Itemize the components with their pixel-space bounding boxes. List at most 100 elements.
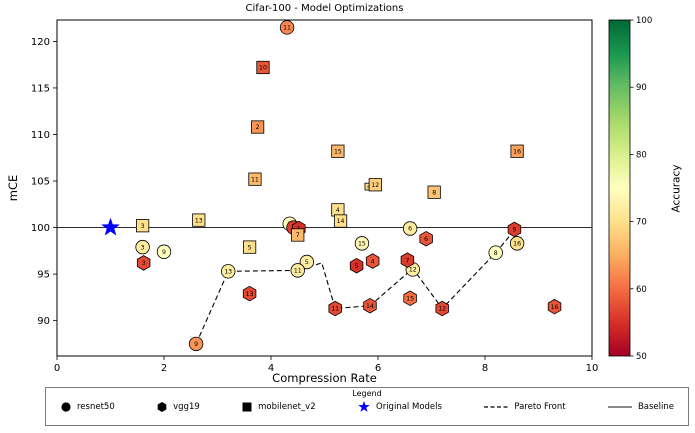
legend-item-baseline: Baseline xyxy=(607,402,674,412)
point-vgg19-9 xyxy=(507,221,522,238)
legend-label-vgg19: vgg19 xyxy=(173,402,200,412)
y-tick-label: 115 xyxy=(31,83,50,94)
colorbar-tick-label: 60 xyxy=(636,285,647,295)
point-label: 5 xyxy=(248,244,252,251)
point-mobilenet_v2-11 xyxy=(248,172,262,186)
point-label: 15 xyxy=(334,148,342,155)
point-label: 14 xyxy=(366,303,374,310)
point-label: 11 xyxy=(251,176,259,183)
colorbar-tick-label: 50 xyxy=(636,352,647,362)
circle-marker-icon xyxy=(61,402,71,412)
y-axis-label: mCE xyxy=(6,174,20,202)
point-label: 4 xyxy=(336,207,340,214)
y-tick-label: 120 xyxy=(31,37,50,48)
y-tick-label: 100 xyxy=(31,223,50,234)
point-mobilenet_v2-10 xyxy=(256,60,270,75)
point-resnet50-15 xyxy=(354,236,370,251)
point-label: 12 xyxy=(409,267,417,274)
point-resnet50-3 xyxy=(135,239,150,255)
hexagon-marker-icon xyxy=(157,402,167,412)
point-label: 12 xyxy=(371,182,379,189)
point-label: 5 xyxy=(355,263,359,270)
point-mobilenet_v2-14 xyxy=(333,214,348,228)
legend-item-pareto-front: Pareto Front xyxy=(483,402,566,412)
legend-item-resnet50: resnet50 xyxy=(60,401,115,413)
pareto-front-line xyxy=(195,229,515,345)
colorbar-tick-label: 80 xyxy=(636,150,647,160)
point-label: 11 xyxy=(294,268,302,275)
point-label: 11 xyxy=(331,306,339,313)
point-mobilenet_v2-12 xyxy=(368,178,382,192)
legend: Legend resnet50 vgg19 mobilenet_v2 Origi… xyxy=(45,387,689,426)
x-tick-label: 0 xyxy=(54,363,60,374)
colorbar xyxy=(608,19,631,357)
x-tick-label: 2 xyxy=(161,363,167,374)
point-label: 9 xyxy=(194,341,198,348)
point-vgg19-7 xyxy=(400,252,415,268)
point-label: 16 xyxy=(513,241,521,248)
colorbar-tick-label: 90 xyxy=(636,83,647,93)
legend-label-resnet50: resnet50 xyxy=(77,402,115,412)
point-label: 6 xyxy=(424,236,428,243)
point-label: 3 xyxy=(142,260,146,267)
point-label: 8 xyxy=(432,189,436,196)
legend-label-baseline: Baseline xyxy=(637,402,674,412)
point-resnet50-13 xyxy=(220,264,236,279)
point-vgg19-15 xyxy=(403,290,417,307)
point-resnet50-11 xyxy=(290,263,305,278)
point-label: 5 xyxy=(305,259,309,266)
point-mobilenet_v2-15 xyxy=(331,144,345,158)
point-resnet50-8 xyxy=(488,245,503,260)
point-vgg19-6 xyxy=(419,230,433,247)
colorbar-label: Accuracy xyxy=(670,164,683,213)
y-tick-label: 95 xyxy=(37,270,50,281)
dashed-line-icon xyxy=(484,406,509,408)
point-vgg19-3 xyxy=(136,255,151,271)
point-label: 4 xyxy=(371,258,375,265)
star-marker-icon xyxy=(358,401,370,412)
point-label: 9 xyxy=(162,249,166,256)
point-mobilenet_v2-3 xyxy=(135,219,150,233)
point-label: 13 xyxy=(246,291,254,298)
point-label: 9 xyxy=(512,227,516,234)
point-resnet50-16 xyxy=(509,236,525,251)
point-label: 7 xyxy=(405,257,409,264)
point-mobilenet_v2-8 xyxy=(427,185,441,199)
axes-box xyxy=(56,19,593,357)
point-mobilenet_v2-5 xyxy=(242,240,257,254)
point-label: 15 xyxy=(358,241,366,248)
point-resnet50-5 xyxy=(299,254,315,270)
point-label: 10 xyxy=(259,65,267,72)
colorbar-tick-label: 70 xyxy=(636,218,647,228)
point-label: 16 xyxy=(513,148,521,155)
y-tick-label: 110 xyxy=(31,130,50,141)
legend-item-vgg19: vgg19 xyxy=(156,401,200,413)
y-tick-label: 90 xyxy=(37,316,50,327)
point-vgg19-16 xyxy=(547,298,562,315)
point-vgg19-11 xyxy=(328,300,342,317)
point-label: 3 xyxy=(141,244,145,251)
chart-title: Cifar-100 - Model Optimizations xyxy=(245,3,404,14)
point-label: 14 xyxy=(337,218,345,225)
x-tick-label: 10 xyxy=(586,363,599,374)
legend-item-original-models: Original Models xyxy=(357,401,442,413)
original-models-star xyxy=(101,217,120,236)
point-label: 11 xyxy=(283,25,291,32)
point-vgg19-4 xyxy=(365,253,380,269)
legend-label-original-models: Original Models xyxy=(376,402,442,412)
legend-item-mobilenet-v2: mobilenet_v2 xyxy=(241,401,316,413)
point-resnet50-9 xyxy=(188,336,204,352)
point-mobilenet_v2-13 xyxy=(192,213,206,227)
solid-line-icon xyxy=(607,406,632,408)
point-vgg19-5 xyxy=(349,257,364,274)
point-mobilenet_v2-16 xyxy=(510,144,524,158)
x-tick-label: 4 xyxy=(268,363,274,374)
colorbar-tick-label: 100 xyxy=(636,16,652,26)
legend-label-pareto-front: Pareto Front xyxy=(514,402,566,412)
x-tick-label: 6 xyxy=(375,363,381,374)
point-label: 13 xyxy=(224,269,232,276)
point-mobilenet_v2-2 xyxy=(251,120,265,134)
point-vgg19-13 xyxy=(242,285,257,302)
point-label: 16 xyxy=(551,304,559,311)
point-label: 6 xyxy=(367,185,369,189)
